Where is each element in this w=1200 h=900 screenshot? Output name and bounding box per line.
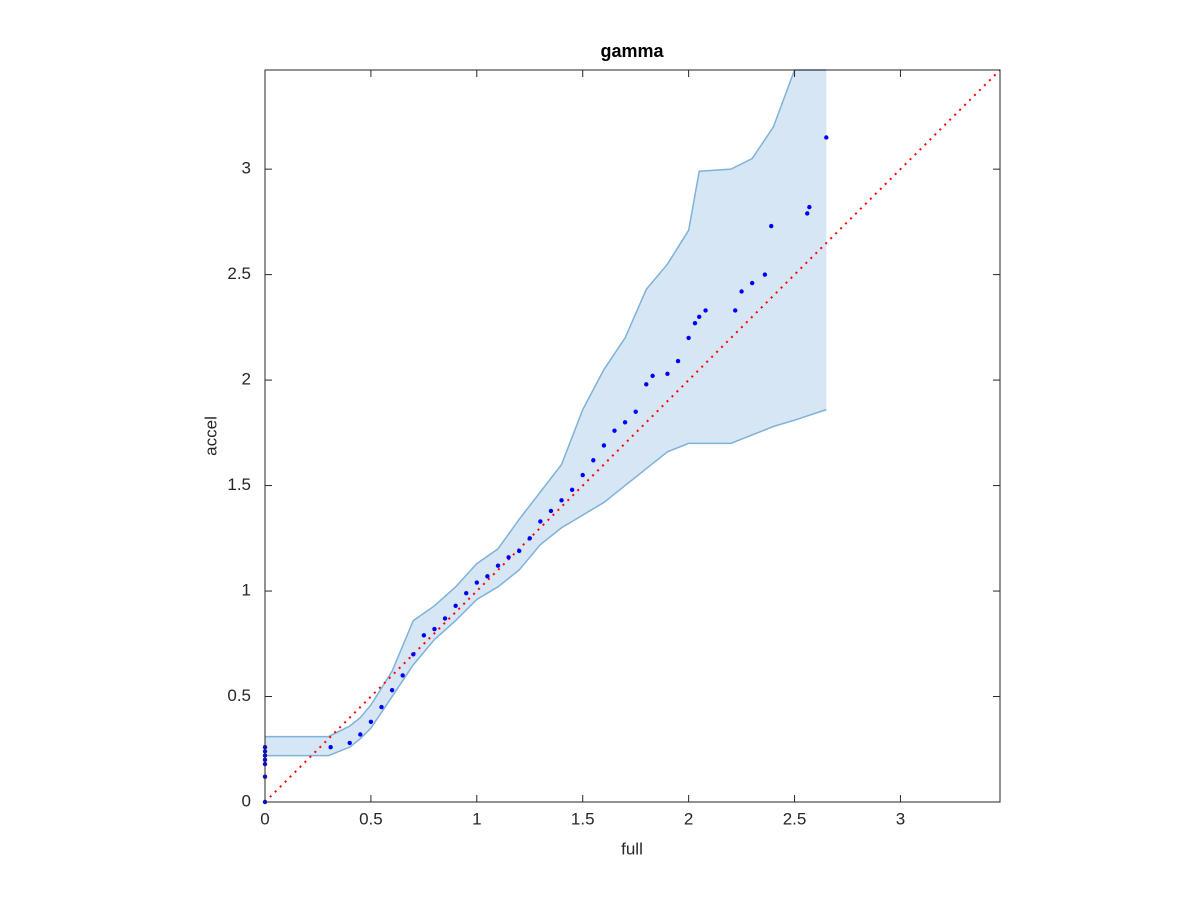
y-tick-label: 3	[242, 159, 251, 178]
data-point	[358, 732, 363, 737]
data-point	[442, 616, 448, 621]
data-point	[665, 371, 670, 376]
data-point	[527, 536, 532, 541]
data-point	[411, 652, 416, 657]
data-point	[644, 382, 649, 387]
x-tick-label: 3	[896, 809, 905, 828]
data-point	[495, 563, 501, 568]
data-point	[453, 603, 458, 609]
data-point	[474, 580, 480, 585]
data-point	[400, 673, 405, 678]
data-point	[506, 555, 511, 560]
y-axis-label: accel	[201, 416, 220, 456]
data-point	[347, 740, 352, 746]
x-tick-label: 1	[472, 809, 481, 828]
data-point	[389, 687, 395, 693]
y-tick-label: 1.5	[227, 475, 251, 494]
y-tick-label: 2	[242, 370, 251, 389]
data-point	[686, 335, 691, 341]
y-tick-label: 2.5	[227, 264, 251, 283]
data-point	[697, 314, 702, 320]
x-axis-label: full	[621, 839, 643, 858]
data-point	[601, 443, 607, 448]
data-point	[485, 574, 490, 579]
data-point	[692, 320, 698, 326]
data-point	[569, 487, 575, 492]
x-tick-label: 2	[684, 809, 693, 828]
data-point	[633, 409, 638, 414]
data-point	[762, 272, 768, 277]
data-point	[739, 289, 744, 294]
data-point	[368, 719, 374, 725]
data-point	[769, 223, 774, 229]
reference-line	[264, 69, 1001, 803]
data-point	[559, 498, 564, 503]
data-point	[591, 458, 596, 463]
x-tick-label: 2.5	[783, 809, 807, 828]
data-point	[516, 548, 522, 554]
chart-title: gamma	[600, 41, 664, 61]
data-point	[807, 204, 812, 210]
band-edge	[265, 408, 827, 757]
data-point	[612, 428, 617, 433]
data-point	[703, 308, 708, 313]
data-point	[432, 626, 437, 632]
data-point	[538, 519, 543, 524]
data-point	[805, 211, 810, 216]
y-tick-label: 1	[242, 581, 251, 600]
x-tick-label: 0	[260, 809, 269, 828]
data-point	[733, 308, 738, 313]
confidence-band	[265, 70, 827, 756]
data-point	[580, 472, 585, 478]
data-point	[675, 358, 681, 364]
y-tick-label: 0.5	[227, 686, 251, 705]
data-point	[464, 590, 469, 596]
data-point	[421, 633, 427, 638]
data-point	[824, 135, 829, 140]
data-point	[548, 508, 554, 514]
data-point	[650, 373, 655, 379]
data-point	[622, 420, 628, 425]
band-edge	[265, 69, 827, 738]
x-tick-label: 0.5	[359, 809, 383, 828]
data-point	[379, 704, 384, 710]
data-point	[328, 744, 333, 750]
plot-frame	[264, 69, 1001, 803]
y-tick-label: 0	[242, 791, 251, 810]
data-point	[749, 280, 755, 286]
x-tick-label: 1.5	[571, 809, 595, 828]
